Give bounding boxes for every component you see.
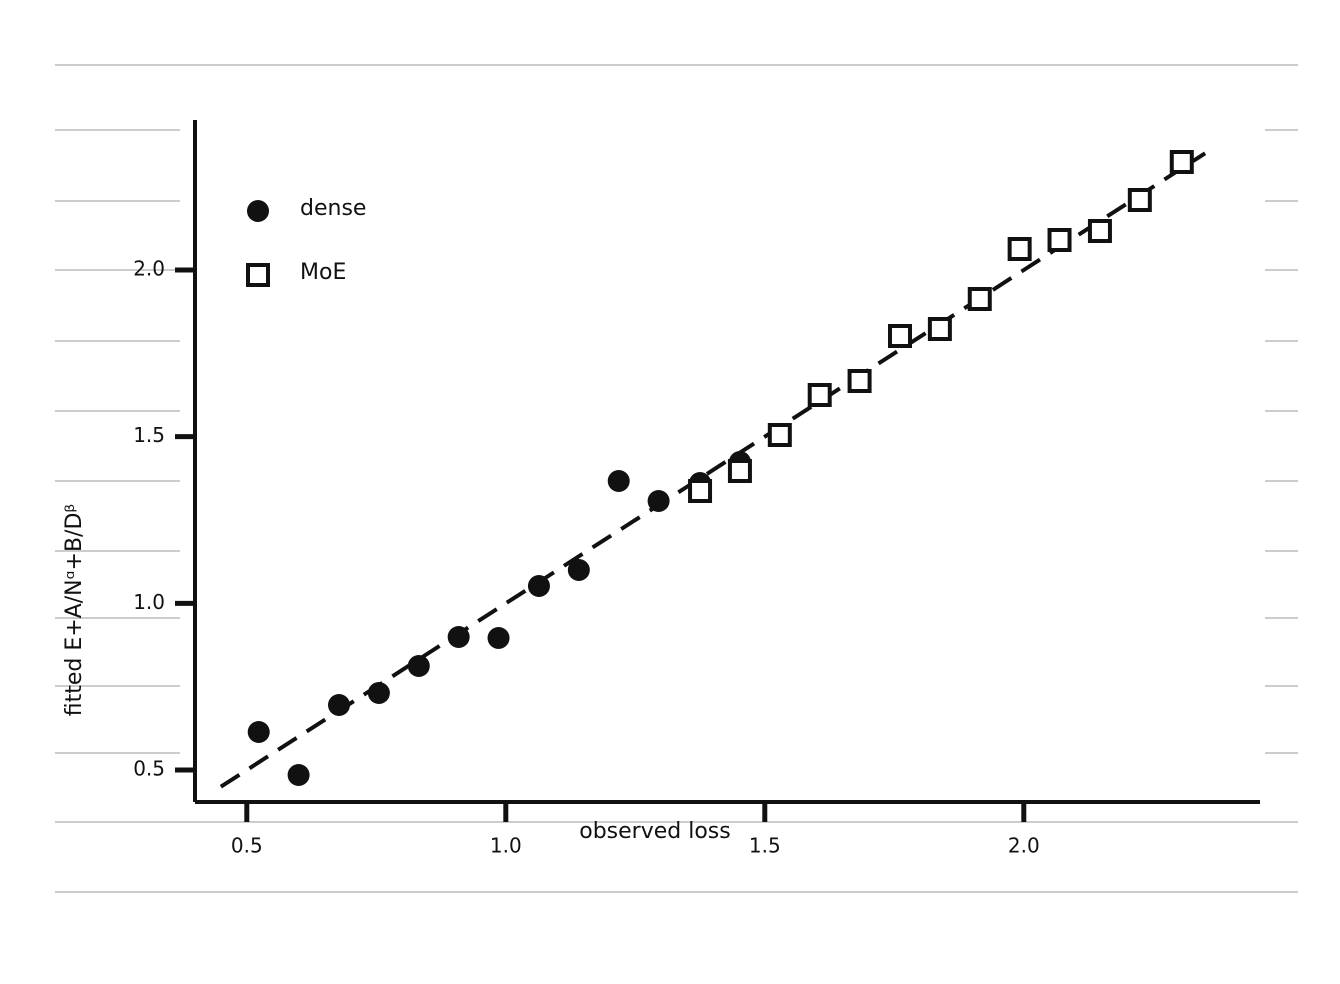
point: [647, 490, 670, 512]
point: [328, 694, 351, 716]
point: [1047, 228, 1072, 252]
point: [1007, 237, 1032, 261]
fit-line: [219, 151, 1207, 789]
point: [527, 575, 550, 597]
y-tick-label: 1.5: [133, 423, 165, 447]
y-axis-label: fitted E+A/Nᵅ+B/Dᵝ: [62, 504, 87, 717]
point: [407, 655, 430, 677]
point: [1169, 150, 1194, 174]
point: [767, 423, 792, 447]
point: [487, 627, 510, 649]
x-tick-label: 0.5: [231, 834, 263, 858]
y-tick-label: 0.5: [133, 757, 165, 781]
y-tick-label: 2.0: [133, 257, 165, 281]
legend-marker: [247, 200, 269, 222]
background-lines: [55, 64, 1298, 893]
point: [247, 721, 270, 743]
point: [1127, 188, 1152, 212]
y-tick-label: 1.0: [133, 590, 165, 614]
legend-label: MoE: [300, 260, 346, 285]
point: [567, 559, 590, 581]
point: [287, 764, 310, 786]
point: [967, 287, 992, 311]
point: [688, 479, 713, 503]
point: [367, 682, 390, 704]
x-tick-label: 1.5: [749, 834, 781, 858]
legend-label: dense: [300, 196, 366, 221]
point: [607, 470, 630, 492]
x-axis-label: observed loss: [579, 819, 730, 844]
point: [447, 626, 470, 648]
x-tick-label: 2.0: [1008, 834, 1040, 858]
point: [887, 324, 912, 348]
point: [1087, 219, 1112, 243]
point: [927, 317, 952, 341]
point: [727, 459, 752, 483]
point: [847, 369, 872, 393]
point: [807, 383, 832, 407]
x-tick-label: 1.0: [490, 834, 522, 858]
legend-marker: [246, 263, 270, 287]
